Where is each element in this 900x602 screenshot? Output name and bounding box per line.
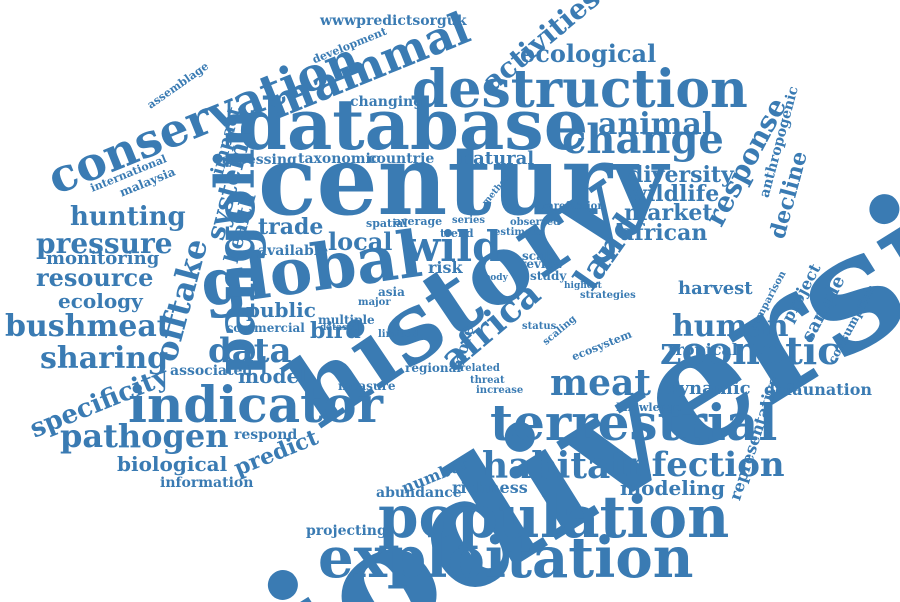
word-natural: natural bbox=[460, 148, 535, 169]
word-abundance: abundance bbox=[376, 485, 462, 501]
word-study: study bbox=[530, 269, 567, 283]
word-scale: scale bbox=[522, 249, 557, 263]
word-richness: richness bbox=[452, 478, 528, 497]
word-public: public bbox=[246, 298, 316, 322]
word-information: information bbox=[160, 475, 254, 491]
word-destruction: destruction bbox=[412, 59, 748, 120]
word-wildlife: wildlife bbox=[628, 181, 720, 207]
word-dataset: dataset bbox=[320, 323, 358, 333]
word-human: human bbox=[672, 309, 789, 344]
word-multiple: multiple bbox=[318, 313, 375, 327]
word-market: market bbox=[624, 200, 713, 226]
word-pressure: pressure bbox=[36, 227, 173, 260]
word-review: review bbox=[520, 257, 564, 271]
word-african: african bbox=[620, 220, 708, 246]
word-change: change bbox=[562, 116, 724, 163]
word-meat: meat bbox=[550, 362, 651, 404]
word-habitat: habitat bbox=[482, 445, 627, 487]
word-exploitation: exploitation bbox=[318, 525, 694, 591]
word-threat: threat bbox=[470, 375, 505, 386]
word-pathogen: pathogen bbox=[60, 417, 229, 455]
word-average: average bbox=[394, 215, 443, 228]
word-measure: measure bbox=[338, 379, 396, 393]
word-countrie: countrie bbox=[368, 151, 435, 167]
word-trade: trade bbox=[258, 214, 324, 240]
word-associated: associated bbox=[170, 363, 253, 379]
word-wild: wild bbox=[404, 222, 502, 271]
word-defaunation: defaunation bbox=[764, 380, 873, 399]
word-wwwpredictsorguk: wwwpredictsorguk bbox=[320, 13, 467, 29]
word-major: major bbox=[358, 297, 391, 308]
word-indicator: indicator bbox=[128, 375, 383, 434]
word-commercial: commercial bbox=[226, 321, 305, 335]
word-regional: regional bbox=[405, 361, 461, 375]
word-harvest: harvest bbox=[678, 278, 753, 299]
word-model: model bbox=[238, 364, 307, 388]
word-respond: respond bbox=[234, 427, 298, 443]
word-diversity: diversity bbox=[628, 162, 734, 188]
word-population: population bbox=[378, 483, 730, 551]
word-modeling: modeling bbox=[620, 476, 725, 500]
word-asia: asia bbox=[378, 285, 405, 299]
word-rarefaction: rarefaction bbox=[542, 201, 605, 212]
word-highest: highest bbox=[564, 281, 602, 291]
word-terrestrial: terrestrial bbox=[490, 393, 778, 452]
word-limited: limited bbox=[378, 329, 418, 340]
word-body: body bbox=[484, 273, 508, 283]
word-assessing: assessing bbox=[222, 152, 297, 168]
word-available: available bbox=[258, 243, 328, 259]
word-biological: biological bbox=[117, 452, 228, 476]
word-knowledge: knowledge bbox=[616, 401, 682, 414]
word-infection: infection bbox=[614, 445, 785, 485]
word-tropical: tropical bbox=[668, 340, 738, 359]
word-resource: resource bbox=[36, 263, 154, 292]
word-hunting: hunting bbox=[70, 202, 186, 232]
word-ecological: ecological bbox=[520, 39, 657, 68]
word-status: status bbox=[522, 321, 557, 332]
word-projecting: projecting bbox=[306, 523, 387, 539]
word-local: local bbox=[328, 227, 393, 256]
word-series: series bbox=[452, 215, 486, 226]
word-century: century bbox=[258, 124, 668, 237]
word-taxonomic: taxonomic bbox=[298, 151, 380, 167]
word-related: related bbox=[460, 363, 500, 374]
word-animal: animal bbox=[598, 107, 714, 142]
word-sharing: sharing bbox=[40, 341, 169, 376]
word-bird: bird bbox=[310, 318, 361, 344]
word-changing: changing bbox=[350, 94, 424, 110]
word-bushmeat: bushmeat bbox=[5, 309, 171, 344]
word-ecology: ecology bbox=[58, 289, 143, 313]
word-dynamic: dynamic bbox=[666, 378, 751, 399]
word-data: data bbox=[208, 331, 292, 371]
word-zoonotic: zoonotic bbox=[660, 328, 841, 373]
word-strategies: strategies bbox=[580, 290, 636, 301]
word-spatial: spatial bbox=[366, 217, 408, 230]
word-database: database bbox=[238, 83, 589, 166]
word-risk: risk bbox=[428, 258, 463, 277]
word-monitoring: monitoring bbox=[46, 248, 160, 269]
word-estimate: estimate bbox=[494, 227, 543, 238]
word-observed: observed bbox=[510, 217, 561, 228]
word-trend: trend bbox=[440, 227, 474, 240]
word-increase: increase bbox=[476, 385, 524, 396]
